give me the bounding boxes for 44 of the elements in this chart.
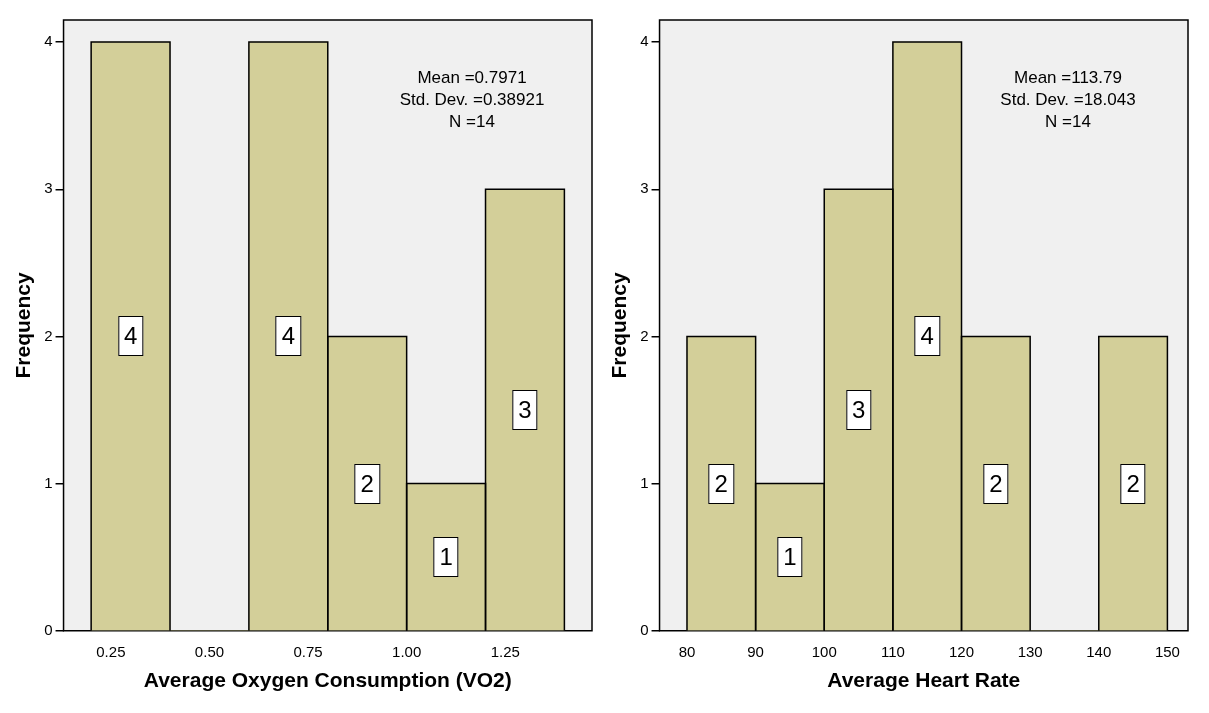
annotation: N =14	[449, 112, 495, 132]
x-tick-label: 150	[1154, 642, 1180, 660]
y-tick-label: 0	[640, 620, 649, 638]
x-tick-label: 90	[747, 642, 764, 660]
y-tick-label: 0	[44, 620, 53, 638]
data-label: 4	[117, 316, 144, 357]
annotation: Mean =0.7971	[417, 68, 527, 88]
y-tick-label: 4	[640, 32, 649, 50]
x-axis-title: Average Heart Rate	[827, 668, 1021, 692]
annotation: Std. Dev. =18.043	[1000, 90, 1136, 110]
x-tick-label: 1.00	[392, 642, 422, 660]
x-tick-label: 0.50	[194, 642, 225, 660]
data-label: 3	[512, 390, 538, 431]
data-label: 1	[433, 537, 459, 578]
data-label: 4	[275, 316, 302, 357]
data-label: 4	[914, 316, 940, 357]
y-tick-label: 1	[640, 473, 649, 491]
annotation: Std. Dev. =0.38921	[399, 90, 545, 110]
data-label: 3	[845, 390, 872, 431]
data-label: 2	[708, 463, 734, 504]
x-tick-label: 0.75	[293, 642, 323, 660]
x-tick-label: 140	[1086, 642, 1112, 660]
y-tick-label: 4	[44, 32, 53, 50]
y-tick-label: 3	[640, 179, 649, 197]
data-label: 2	[983, 463, 1009, 504]
x-tick-label: 0.25	[96, 642, 126, 660]
x-tick-label: 100	[811, 642, 837, 660]
x-tick-label: 1.25	[490, 642, 520, 660]
y-tick-label: 2	[640, 326, 649, 344]
annotation: N =14	[1045, 112, 1091, 132]
x-tick-label: 120	[949, 642, 975, 660]
x-axis-title: Average Oxygen Consumption (VO2)	[143, 668, 512, 692]
y-axis-title: Frequency	[11, 271, 35, 379]
x-tick-label: 130	[1017, 642, 1043, 660]
annotation: Mean =113.79	[1014, 68, 1122, 88]
data-label: 2	[1120, 463, 1146, 504]
y-tick-label: 2	[44, 326, 53, 344]
data-label: 2	[354, 463, 380, 504]
data-label: 1	[777, 537, 803, 578]
y-tick-label: 3	[44, 179, 53, 197]
y-tick-label: 1	[44, 473, 53, 491]
y-axis-title: Frequency	[607, 271, 631, 379]
x-tick-label: 110	[880, 642, 905, 660]
x-tick-label: 80	[678, 642, 696, 660]
